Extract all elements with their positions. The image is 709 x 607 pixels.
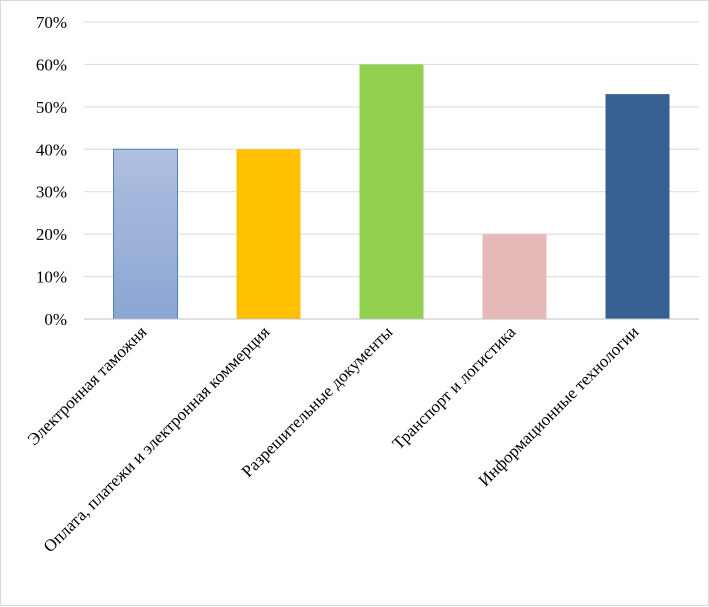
y-tick-label: 70% — [36, 13, 67, 32]
y-tick-label: 0% — [44, 310, 67, 329]
y-tick-label: 60% — [36, 55, 67, 74]
bar — [236, 149, 301, 319]
y-tick-label: 10% — [36, 268, 67, 287]
bar — [605, 94, 670, 319]
x-category-label: Электронная таможня — [24, 322, 151, 449]
bar — [359, 64, 424, 319]
bar — [113, 148, 178, 320]
x-category-label: Оплата, платежи и электронная коммерция — [40, 322, 274, 556]
y-tick-label: 30% — [36, 183, 67, 202]
y-tick-label: 20% — [36, 225, 67, 244]
y-axis-tick-labels: 0% 10% 20% 30% 40% 50% 60% 70% — [36, 13, 67, 329]
bars — [113, 64, 670, 320]
bar — [482, 234, 547, 319]
x-category-label: Транспорт и логистика — [389, 322, 520, 453]
y-tick-label: 50% — [36, 98, 67, 117]
y-tick-label: 40% — [36, 140, 67, 159]
